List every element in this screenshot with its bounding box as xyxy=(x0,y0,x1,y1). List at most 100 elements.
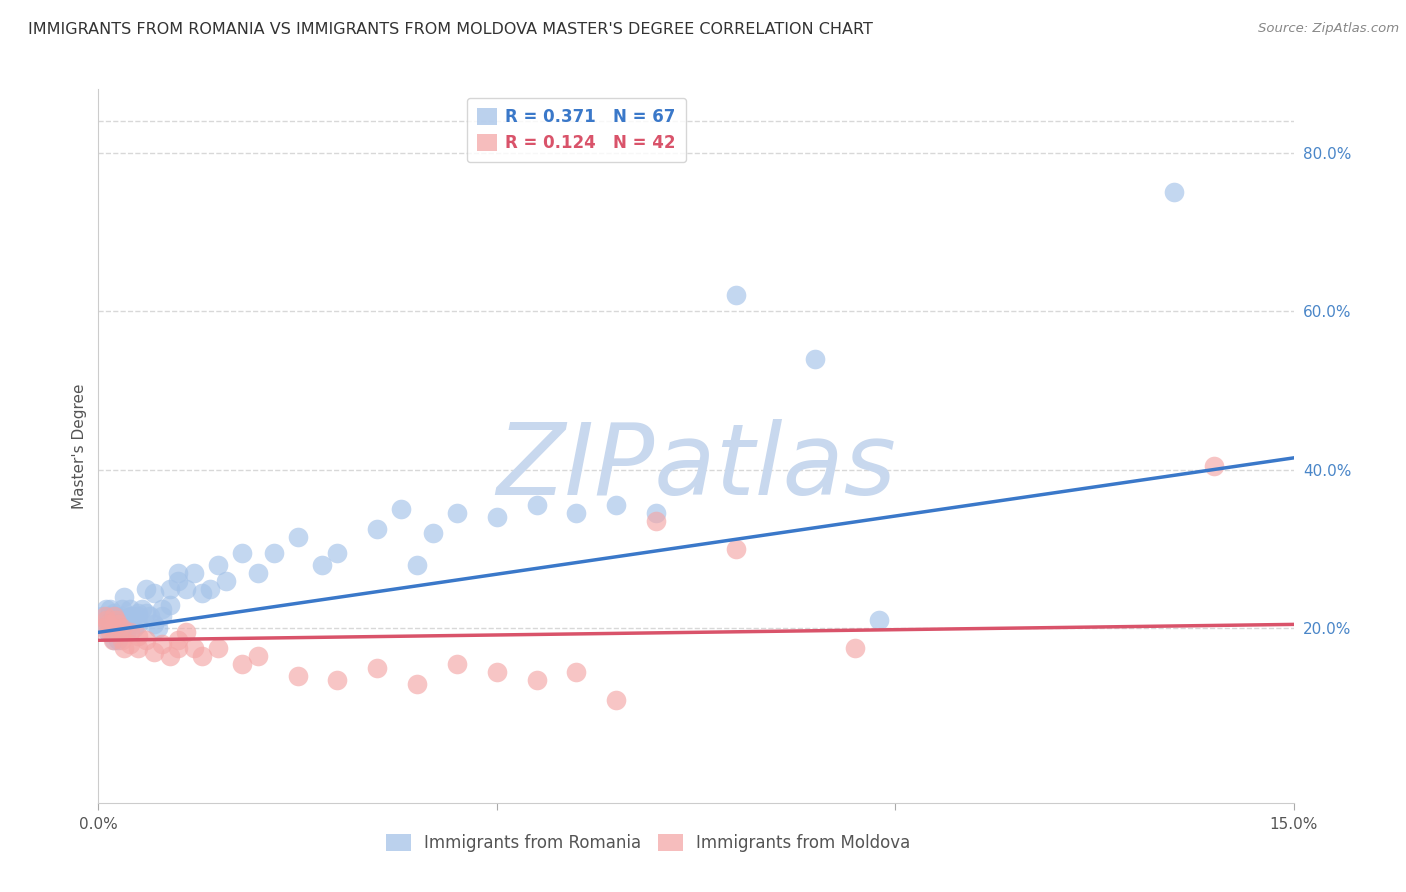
Point xyxy=(107,617,129,632)
Point xyxy=(104,614,127,628)
Point xyxy=(207,641,229,656)
Point xyxy=(127,629,149,643)
Point xyxy=(112,641,135,656)
Point xyxy=(135,606,157,620)
Point xyxy=(183,641,205,656)
Point xyxy=(645,507,668,521)
Point xyxy=(107,614,129,628)
Point xyxy=(120,617,142,632)
Point xyxy=(107,633,129,648)
Point xyxy=(127,606,149,620)
Point xyxy=(101,633,124,648)
Text: IMMIGRANTS FROM ROMANIA VS IMMIGRANTS FROM MOLDOVA MASTER'S DEGREE CORRELATION C: IMMIGRANTS FROM ROMANIA VS IMMIGRANTS FR… xyxy=(28,22,873,37)
Point xyxy=(406,677,429,691)
Point xyxy=(97,625,120,640)
Point xyxy=(1163,186,1185,200)
Point xyxy=(103,621,125,635)
Point xyxy=(111,621,134,635)
Point xyxy=(127,609,149,624)
Point xyxy=(96,601,118,615)
Point xyxy=(124,621,146,635)
Point xyxy=(100,601,122,615)
Point xyxy=(143,617,166,632)
Legend: Immigrants from Romania, Immigrants from Moldova: Immigrants from Romania, Immigrants from… xyxy=(380,827,917,859)
Point xyxy=(389,502,412,516)
Point xyxy=(91,621,114,635)
Point xyxy=(127,641,149,656)
Point xyxy=(135,582,157,596)
Point xyxy=(263,546,285,560)
Point xyxy=(100,617,122,632)
Point xyxy=(143,645,166,659)
Point xyxy=(422,526,444,541)
Point xyxy=(191,649,214,664)
Point xyxy=(366,661,388,675)
Point xyxy=(526,673,548,687)
Point xyxy=(565,507,588,521)
Point xyxy=(150,601,173,615)
Point xyxy=(103,609,125,624)
Point xyxy=(148,621,170,635)
Point xyxy=(724,542,747,557)
Point xyxy=(406,558,429,572)
Point xyxy=(565,665,588,679)
Point xyxy=(97,609,120,624)
Point xyxy=(159,649,181,664)
Point xyxy=(287,669,309,683)
Point xyxy=(1202,458,1225,473)
Point xyxy=(605,499,627,513)
Point xyxy=(287,530,309,544)
Point xyxy=(121,609,143,624)
Point xyxy=(526,499,548,513)
Point xyxy=(159,582,181,596)
Point xyxy=(167,566,190,580)
Point xyxy=(167,641,190,656)
Point xyxy=(111,625,134,640)
Point xyxy=(111,633,134,648)
Text: Source: ZipAtlas.com: Source: ZipAtlas.com xyxy=(1258,22,1399,36)
Point xyxy=(174,582,197,596)
Point xyxy=(183,566,205,580)
Point xyxy=(198,582,221,596)
Point xyxy=(111,601,134,615)
Point xyxy=(724,288,747,302)
Point xyxy=(159,598,181,612)
Point xyxy=(485,510,508,524)
Point xyxy=(112,590,135,604)
Point xyxy=(131,601,153,615)
Point xyxy=(207,558,229,572)
Point xyxy=(143,585,166,599)
Point xyxy=(150,609,173,624)
Point xyxy=(167,633,190,648)
Point xyxy=(326,673,349,687)
Point xyxy=(366,522,388,536)
Point xyxy=(94,609,117,624)
Point xyxy=(103,606,125,620)
Point xyxy=(605,692,627,706)
Point xyxy=(191,585,214,599)
Point xyxy=(91,609,114,624)
Point xyxy=(120,637,142,651)
Point xyxy=(311,558,333,572)
Text: ZIPatlas: ZIPatlas xyxy=(496,419,896,516)
Point xyxy=(135,633,157,648)
Point xyxy=(120,625,142,640)
Point xyxy=(101,609,124,624)
Point xyxy=(94,617,117,632)
Y-axis label: Master's Degree: Master's Degree xyxy=(72,384,87,508)
Point xyxy=(120,601,142,615)
Point xyxy=(103,621,125,635)
Point xyxy=(231,657,253,671)
Point xyxy=(485,665,508,679)
Point xyxy=(174,625,197,640)
Point xyxy=(326,546,349,560)
Point xyxy=(246,649,269,664)
Point xyxy=(120,609,142,624)
Point xyxy=(167,574,190,588)
Point xyxy=(100,625,122,640)
Point xyxy=(231,546,253,560)
Point xyxy=(215,574,238,588)
Point xyxy=(111,609,134,624)
Point xyxy=(103,633,125,648)
Point xyxy=(115,625,138,640)
